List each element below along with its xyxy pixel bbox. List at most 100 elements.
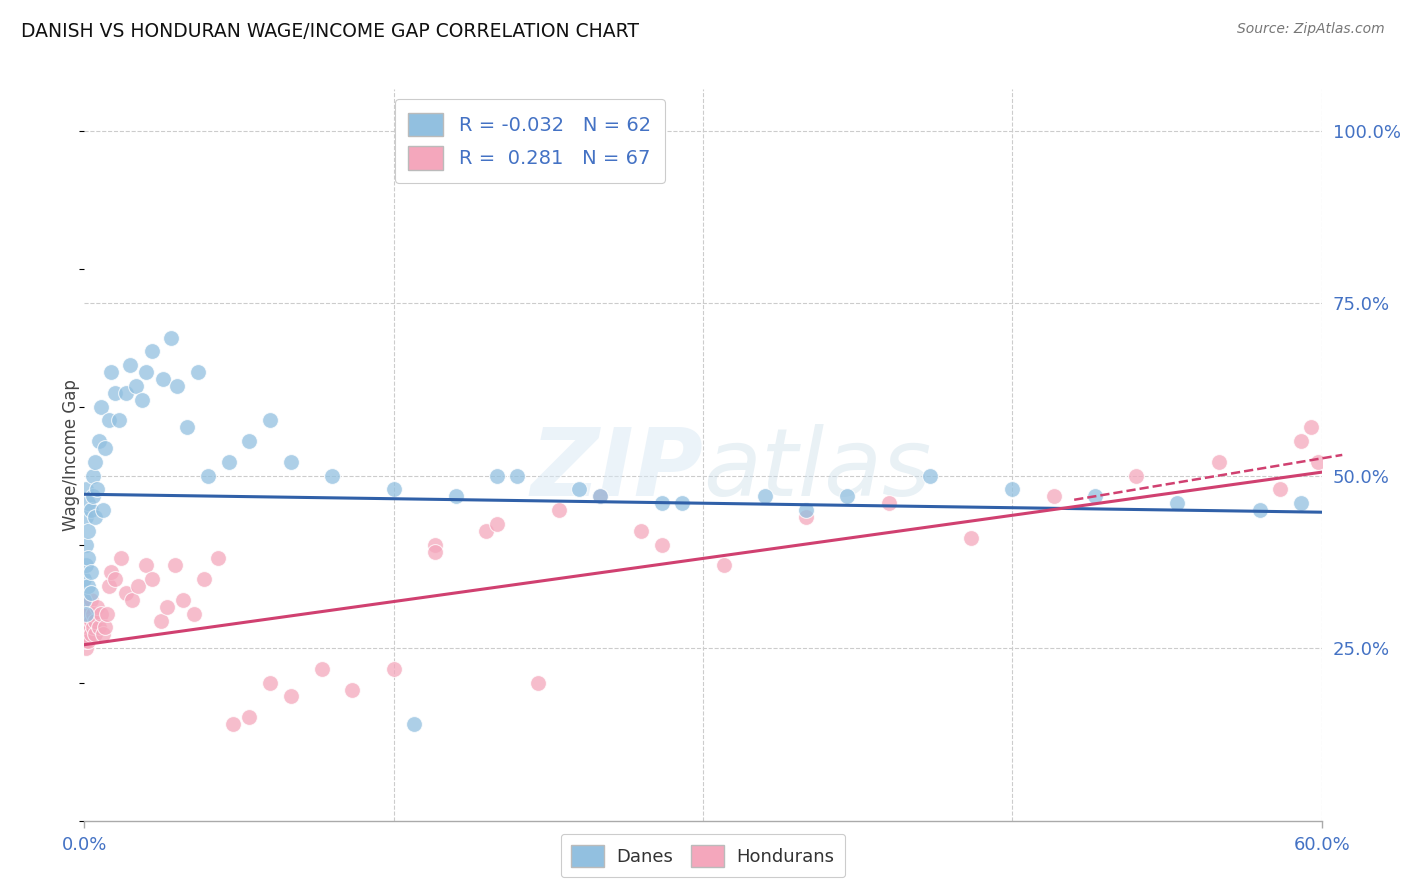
Point [75, 614, 97, 628]
Point [187, 365, 209, 379]
Point [207, 551, 229, 566]
Point [960, 531, 983, 545]
Point [1289, 496, 1312, 510]
Text: Source: ZipAtlas.com: Source: ZipAtlas.com [1237, 22, 1385, 37]
Point [82, 607, 104, 621]
Point [73, 607, 96, 621]
Point [131, 392, 153, 407]
Point [75, 510, 97, 524]
Point [1249, 503, 1271, 517]
Point [485, 468, 508, 483]
Point [172, 592, 194, 607]
Point [280, 455, 302, 469]
Point [73, 572, 96, 586]
Point [75, 599, 97, 614]
Point [79, 592, 101, 607]
Point [75, 627, 97, 641]
Text: atlas: atlas [703, 424, 931, 515]
Point [82, 620, 104, 634]
Point [160, 330, 183, 344]
Point [547, 503, 569, 517]
Point [837, 489, 859, 503]
Point [114, 385, 136, 400]
Point [79, 566, 101, 580]
Y-axis label: Wage/Income Gap: Wage/Income Gap [62, 379, 80, 531]
Point [141, 572, 163, 586]
Point [77, 620, 100, 634]
Point [91, 627, 114, 641]
Point [90, 607, 112, 621]
Point [238, 434, 260, 449]
Point [568, 483, 591, 497]
Point [918, 468, 941, 483]
Point [83, 627, 105, 641]
Point [342, 682, 364, 697]
Point [90, 400, 112, 414]
Point [86, 483, 108, 497]
Point [423, 538, 446, 552]
Point [91, 503, 114, 517]
Point [75, 634, 97, 648]
Point [485, 516, 508, 531]
Point [77, 496, 100, 510]
Point [589, 489, 612, 503]
Point [86, 599, 108, 614]
Point [108, 413, 131, 427]
Point [152, 372, 174, 386]
Point [238, 710, 260, 724]
Point [166, 379, 188, 393]
Point [118, 358, 141, 372]
Point [423, 544, 446, 558]
Point [83, 510, 105, 524]
Point [149, 614, 172, 628]
Point [1084, 489, 1107, 503]
Point [630, 524, 652, 538]
Point [165, 558, 187, 573]
Point [127, 579, 149, 593]
Point [176, 420, 198, 434]
Point [94, 441, 117, 455]
Point [100, 566, 122, 580]
Point [87, 434, 110, 449]
Point [110, 551, 132, 566]
Point [1301, 420, 1323, 434]
Point [193, 572, 215, 586]
Point [75, 558, 97, 573]
Point [87, 620, 110, 634]
Point [77, 579, 100, 593]
Point [713, 558, 735, 573]
Point [83, 455, 105, 469]
Point [100, 365, 122, 379]
Point [77, 634, 100, 648]
Point [77, 607, 100, 621]
Point [98, 579, 121, 593]
Point [506, 468, 529, 483]
Point [104, 572, 127, 586]
Point [73, 634, 96, 648]
Point [79, 586, 101, 600]
Point [1208, 455, 1230, 469]
Point [259, 413, 281, 427]
Point [94, 620, 117, 634]
Point [311, 662, 333, 676]
Point [104, 385, 127, 400]
Point [82, 468, 104, 483]
Point [75, 641, 97, 656]
Point [794, 510, 817, 524]
Point [77, 524, 100, 538]
Point [671, 496, 693, 510]
Point [73, 620, 96, 634]
Point [1042, 489, 1064, 503]
Point [1125, 468, 1147, 483]
Point [125, 379, 148, 393]
Point [75, 483, 97, 497]
Point [280, 690, 302, 704]
Point [83, 614, 105, 628]
Point [79, 614, 101, 628]
Point [1289, 434, 1312, 449]
Point [259, 675, 281, 690]
Point [75, 607, 97, 621]
Point [321, 468, 343, 483]
Point [1166, 496, 1188, 510]
Point [114, 586, 136, 600]
